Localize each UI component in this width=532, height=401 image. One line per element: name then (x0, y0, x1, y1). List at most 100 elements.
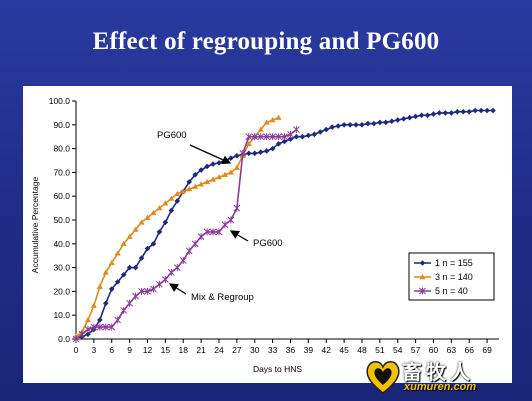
legend-label: 5 n = 40 (435, 286, 468, 296)
series-3 (72, 126, 300, 343)
data-point (162, 219, 169, 226)
data-point (239, 149, 247, 157)
data-point (174, 198, 181, 204)
data-point (227, 169, 234, 175)
data-point (317, 129, 324, 135)
data-point (150, 209, 157, 216)
data-point (84, 316, 91, 323)
data-point (335, 123, 341, 129)
data-point (299, 133, 306, 140)
x-tick-label: 63 (447, 345, 457, 355)
data-point (144, 214, 151, 220)
y-tick-label: 80.0 (53, 144, 70, 154)
data-point (97, 317, 103, 323)
y-tick-label: 90.0 (53, 120, 70, 130)
data-point (353, 122, 359, 128)
data-point (293, 126, 300, 134)
x-tick-label: 27 (232, 345, 242, 355)
data-point (186, 186, 193, 192)
data-point (108, 323, 116, 331)
data-point (156, 280, 163, 288)
data-point (192, 171, 198, 178)
y-tick-label: 10.0 (53, 310, 70, 320)
data-point (168, 195, 175, 201)
data-point (108, 286, 115, 292)
data-point (257, 133, 265, 141)
data-point (85, 331, 91, 338)
x-tick-label: 30 (250, 345, 260, 355)
x-tick-label: 9 (127, 345, 132, 355)
data-point (156, 229, 163, 235)
heart-logo-icon (366, 361, 400, 394)
data-point (120, 271, 127, 278)
data-point (490, 107, 496, 114)
data-point (347, 122, 353, 128)
data-point (204, 178, 211, 185)
series-line (75, 128, 297, 340)
data-point (216, 160, 222, 166)
data-point (424, 112, 431, 119)
data-point (466, 108, 473, 115)
data-point (359, 122, 365, 128)
data-point (371, 120, 377, 127)
data-point (90, 302, 97, 308)
data-point (251, 133, 259, 141)
data-point (126, 264, 133, 271)
data-point (210, 176, 217, 182)
x-tick-label: 24 (214, 345, 224, 355)
y-tick-label: 40.0 (53, 239, 70, 249)
data-point (329, 124, 335, 130)
x-tick-label: 15 (161, 345, 171, 355)
data-point (418, 112, 425, 119)
data-point (472, 107, 478, 114)
data-point (442, 110, 449, 116)
data-point (281, 133, 288, 141)
data-point (419, 274, 426, 280)
data-point (460, 108, 467, 115)
data-point (365, 120, 371, 127)
data-point (150, 241, 157, 247)
line-chart: 0.0 10.0 20.0 30.0 40.0 50.0 60.0 70.0 80.0 90.0 1… (30, 96, 499, 374)
data-point (221, 221, 229, 229)
y-tick-label: 60.0 (53, 191, 70, 201)
annotation-arrow (168, 283, 187, 295)
data-point (120, 240, 127, 246)
y-tick-label: 70.0 (53, 167, 70, 177)
data-point (275, 133, 282, 141)
data-point (269, 145, 276, 152)
data-point (251, 150, 258, 157)
y-tick-label: 0.0 (58, 334, 70, 344)
data-point (144, 287, 151, 295)
data-point (90, 323, 98, 331)
data-point (394, 117, 401, 123)
data-point (341, 122, 347, 128)
data-point (126, 233, 133, 239)
y-tick-label: 50.0 (53, 215, 70, 225)
legend-label: 1 n = 155 (435, 258, 473, 268)
data-point (383, 119, 389, 126)
data-point (132, 292, 139, 300)
data-point (293, 133, 300, 140)
data-point (192, 183, 199, 189)
data-point (263, 119, 270, 125)
data-point (311, 131, 318, 138)
data-point (198, 181, 205, 187)
data-point (412, 113, 419, 120)
data-point (263, 148, 270, 154)
data-point (120, 306, 128, 314)
x-axis-title: Days to HNS (253, 364, 302, 374)
data-point (191, 240, 199, 248)
annotation-label: PG600 (157, 130, 187, 141)
data-point (197, 233, 205, 241)
data-point (204, 163, 210, 170)
data-point (448, 110, 455, 116)
x-tick-label: 12 (143, 345, 153, 355)
x-tick-label: 48 (357, 345, 367, 355)
y-tick-label: 30.0 (53, 263, 70, 273)
data-point (305, 132, 312, 139)
data-point (221, 171, 228, 177)
x-tick-label: 36 (286, 345, 296, 355)
x-tick-label: 45 (339, 345, 349, 355)
x-tick-label: 51 (375, 345, 385, 355)
data-point (454, 108, 461, 115)
